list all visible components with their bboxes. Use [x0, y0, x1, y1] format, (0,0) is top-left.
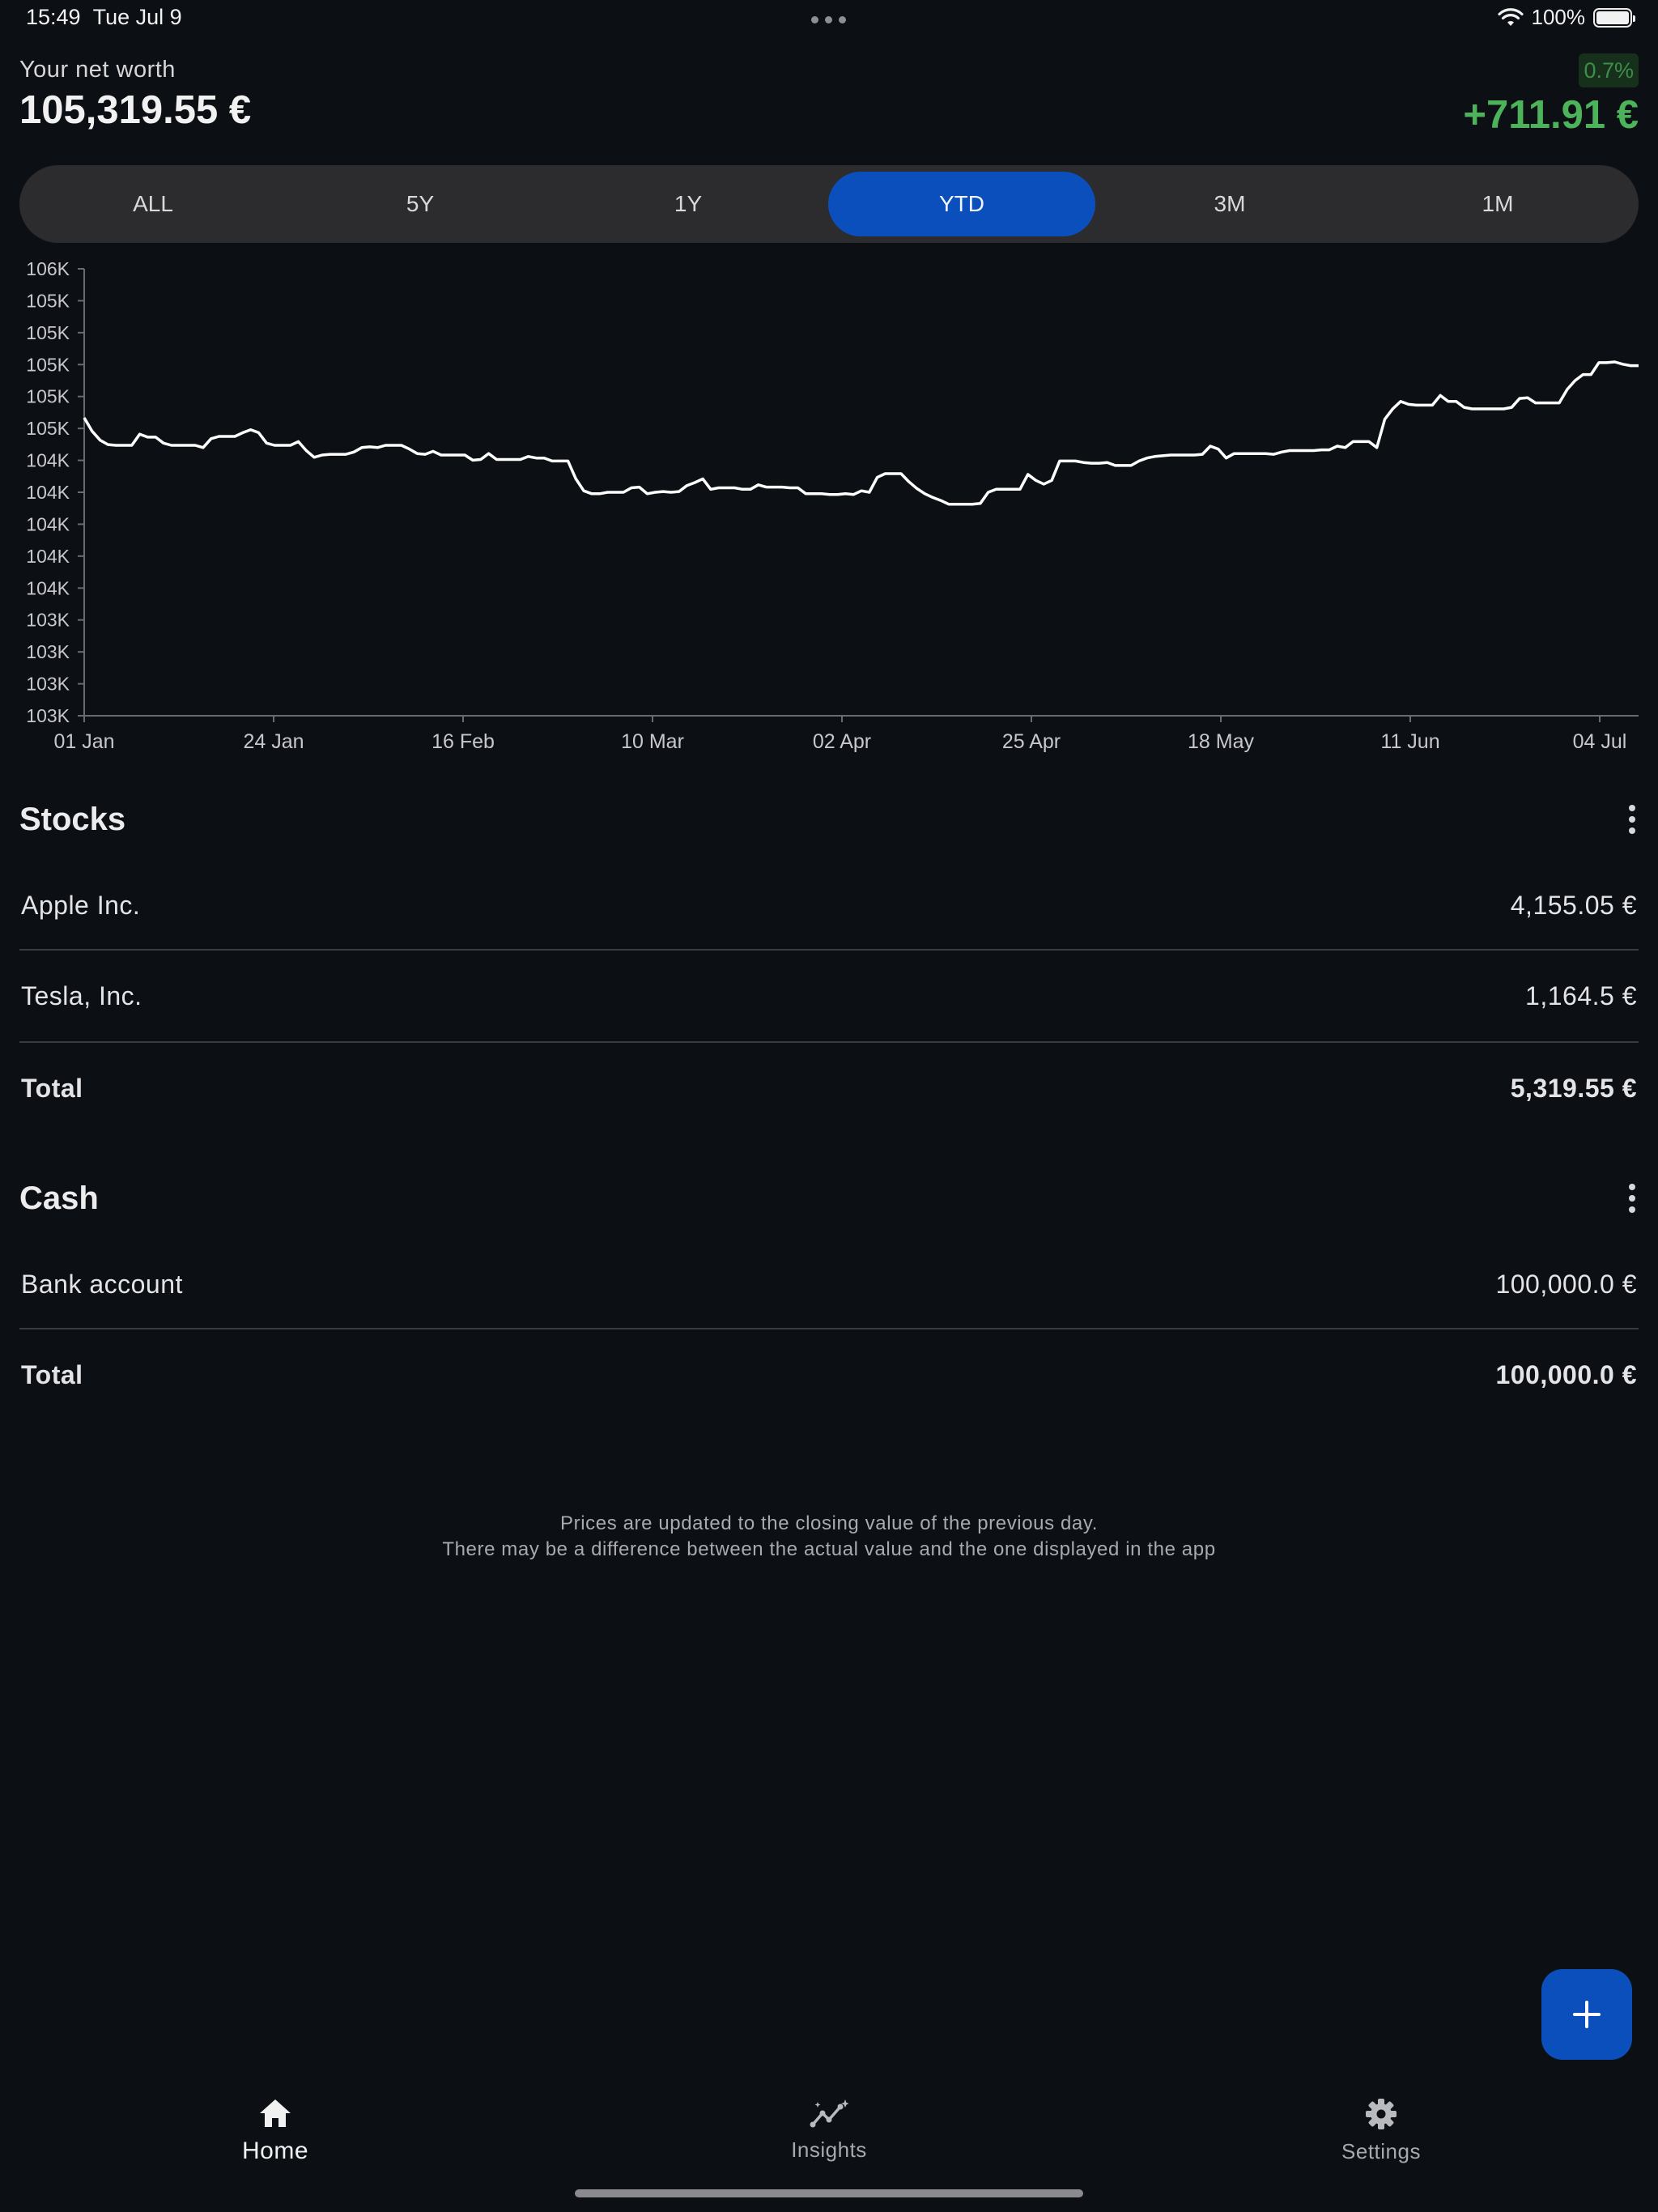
cash-more-icon[interactable]: [1627, 1182, 1637, 1214]
stock-row-value: 1,164.5 €: [1525, 981, 1637, 1010]
x-axis: 01 Jan 24 Jan 16 Feb 10 Mar 02 Apr 25 Apr 18 M…: [53, 715, 1639, 753]
y-tick-label: 105K: [26, 290, 70, 311]
x-tick-label: 10 Mar: [621, 730, 684, 753]
y-tick-label: 105K: [26, 322, 70, 343]
cash-section-title: Cash: [19, 1180, 99, 1216]
status-time: 15:49: [26, 5, 81, 29]
disclaimer-line-1: Prices are updated to the closing value …: [560, 1512, 1098, 1534]
y-tick-label: 104K: [26, 546, 70, 567]
nav-insights-label: Insights: [791, 2138, 867, 2162]
stock-row-label[interactable]: Tesla, Inc.: [21, 981, 142, 1010]
net-worth-chart: 106K 105K 105K 105K 105K 105K 104K 104K 104K 104K…: [26, 258, 1639, 753]
divider: [19, 1328, 1639, 1329]
period-selector: ALL 5Y 1Y YTD 3M 1M: [19, 165, 1639, 243]
nav-home[interactable]: Home: [154, 2097, 397, 2165]
battery-percent: 100%: [1531, 5, 1586, 29]
nav-insights[interactable]: Insights: [708, 2097, 950, 2163]
y-tick-label: 105K: [26, 418, 70, 439]
y-tick-label: 104K: [26, 513, 70, 534]
divider: [19, 949, 1639, 951]
divider: [19, 1041, 1639, 1043]
gear-icon: [1366, 2099, 1397, 2129]
cash-row-label[interactable]: Bank account: [21, 1270, 183, 1299]
insights-icon: [810, 2099, 848, 2128]
change-value: +711.91 €: [1463, 93, 1639, 137]
y-tick-label: 103K: [26, 641, 70, 662]
cash-total-value: 100,000.0 €: [1495, 1360, 1637, 1389]
add-button[interactable]: [1541, 1969, 1632, 2060]
wifi-icon: [1497, 7, 1524, 26]
stocks-total-label: Total: [21, 1074, 83, 1103]
y-tick-label: 103K: [26, 610, 70, 631]
y-tick-label: 104K: [26, 482, 70, 503]
net-worth-line: [83, 360, 1639, 506]
x-tick-label: 18 May: [1188, 730, 1254, 753]
stocks-section-title: Stocks: [19, 802, 126, 837]
y-tick-label: 104K: [26, 450, 70, 471]
net-worth-label: Your net worth: [19, 57, 176, 83]
y-axis: 106K 105K 105K 105K 105K 105K 104K 104K 104K 104K…: [26, 258, 85, 726]
stocks-total-value: 5,319.55 €: [1510, 1074, 1637, 1103]
nav-settings-label: Settings: [1341, 2139, 1421, 2163]
status-time-date: 15:49 Tue Jul 9: [26, 5, 182, 30]
period-tab-all[interactable]: ALL: [133, 191, 173, 216]
cash-row-value: 100,000.0 €: [1495, 1270, 1637, 1299]
disclaimer-line-2: There may be a difference between the ac…: [442, 1538, 1216, 1560]
period-tab-ytd[interactable]: YTD: [828, 172, 1095, 236]
cash-total-label: Total: [21, 1360, 83, 1389]
x-tick-label: 16 Feb: [432, 730, 495, 753]
change-percent-badge: 0.7%: [1579, 53, 1639, 87]
multitasking-dots-icon[interactable]: [811, 16, 847, 23]
x-tick-label: 24 Jan: [243, 730, 304, 753]
y-tick-label: 105K: [26, 386, 70, 407]
y-tick-label: 105K: [26, 354, 70, 375]
home-icon: [260, 2099, 291, 2127]
x-tick-label: 04 Jul: [1573, 730, 1627, 753]
nav-home-label: Home: [241, 2138, 309, 2164]
x-tick-label: 25 Apr: [1002, 730, 1061, 753]
net-worth-value: 105,319.55 €: [19, 88, 252, 132]
period-tab-1m[interactable]: 1M: [1482, 191, 1514, 216]
status-indicators: 100%: [1497, 5, 1635, 30]
y-tick-label: 106K: [26, 258, 70, 279]
price-disclaimer: Prices are updated to the closing value …: [0, 1511, 1658, 1563]
y-tick-label: 103K: [26, 674, 70, 695]
period-tab-3m[interactable]: 3M: [1214, 191, 1246, 216]
stocks-more-icon[interactable]: [1627, 803, 1637, 836]
status-date: Tue Jul 9: [92, 5, 182, 29]
home-indicator: [575, 2189, 1083, 2197]
battery-icon: [1593, 7, 1635, 28]
x-tick-label: 11 Jun: [1380, 730, 1439, 753]
period-tab-5y[interactable]: 5Y: [406, 191, 435, 216]
x-tick-label: 01 Jan: [53, 730, 114, 753]
nav-settings[interactable]: Settings: [1260, 2097, 1503, 2164]
y-tick-label: 103K: [26, 705, 70, 726]
plus-icon: [1573, 2001, 1601, 2028]
stock-row-value: 4,155.05 €: [1510, 891, 1637, 920]
y-tick-label: 104K: [26, 577, 70, 598]
period-tab-1y[interactable]: 1Y: [674, 191, 703, 216]
stock-row-label[interactable]: Apple Inc.: [21, 891, 141, 920]
x-tick-label: 02 Apr: [813, 730, 871, 753]
